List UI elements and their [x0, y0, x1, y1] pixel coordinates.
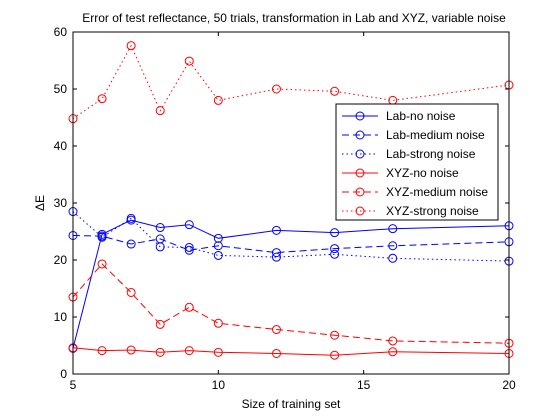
series-line — [72, 211, 510, 262]
data-point — [330, 228, 340, 238]
data-point — [388, 241, 398, 251]
legend-entry: Lab-no noise — [342, 109, 456, 123]
x-tick-label: 10 — [212, 378, 226, 392]
legend-swatch-marker — [355, 187, 365, 197]
data-point — [97, 259, 107, 269]
legend-label: XYZ-medium noise — [386, 185, 488, 199]
legend-swatch-marker — [355, 130, 365, 140]
legend-label: Lab-no noise — [386, 109, 456, 123]
legend-swatch-marker — [355, 206, 365, 216]
data-point — [388, 336, 398, 346]
data-point — [97, 94, 107, 104]
series-line — [72, 44, 510, 120]
y-tick-label: 10 — [54, 310, 68, 324]
series-4 — [68, 343, 514, 360]
data-point — [213, 241, 223, 251]
data-point — [184, 220, 194, 230]
data-point — [97, 232, 107, 242]
legend-label: Lab-strong noise — [386, 147, 476, 161]
data-point — [155, 106, 165, 116]
data-point — [184, 56, 194, 66]
x-tick-label: 20 — [502, 378, 516, 392]
data-point — [330, 330, 340, 340]
data-point — [330, 244, 340, 254]
data-point — [213, 347, 223, 357]
data-point — [213, 233, 223, 243]
legend-entry: Lab-medium noise — [342, 128, 485, 142]
data-point — [330, 86, 340, 96]
x-tick-label: 5 — [70, 378, 77, 392]
data-point — [126, 287, 136, 297]
series-line — [72, 219, 510, 349]
legend-entry: XYZ-no noise — [342, 166, 459, 180]
legend-swatch-marker — [355, 149, 365, 159]
data-point — [184, 242, 194, 252]
data-point — [213, 250, 223, 260]
data-point — [155, 347, 165, 357]
y-tick-label: 60 — [54, 25, 68, 39]
legend-swatch-marker — [355, 168, 365, 178]
data-point — [271, 248, 281, 258]
data-point — [271, 84, 281, 94]
data-point — [388, 253, 398, 263]
ticks-layer: 5 10 15 20 0 10 20 30 40 50 60 — [54, 25, 516, 392]
data-point — [126, 213, 136, 223]
legend-entry: Lab-strong noise — [342, 147, 476, 161]
data-point — [97, 346, 107, 356]
data-point — [155, 223, 165, 233]
data-point — [213, 95, 223, 105]
data-point — [271, 325, 281, 335]
data-point — [126, 41, 136, 51]
data-point — [388, 224, 398, 234]
data-point — [213, 318, 223, 328]
series-line — [72, 347, 510, 356]
legend-entry: XYZ-medium noise — [342, 185, 488, 199]
series-line — [72, 235, 510, 254]
data-point — [271, 225, 281, 235]
data-point — [184, 245, 194, 255]
legend-label: XYZ-strong noise — [386, 204, 479, 218]
data-point — [330, 249, 340, 259]
y-tick-label: 40 — [54, 139, 68, 153]
series-5 — [68, 259, 514, 348]
x-axis-label: Size of training set — [242, 397, 341, 411]
x-tick-label: 15 — [357, 378, 371, 392]
data-point — [184, 302, 194, 312]
series-layer — [68, 41, 514, 360]
y-tick-label: 50 — [54, 82, 68, 96]
data-point — [388, 347, 398, 357]
chart-title: Error of test reflectance, 50 trials, tr… — [82, 11, 506, 25]
y-tick-label: 20 — [54, 253, 68, 267]
legend-label: Lab-medium noise — [386, 128, 485, 142]
y-axis-label: ΔE — [33, 195, 47, 211]
data-point — [155, 319, 165, 329]
data-point — [184, 346, 194, 356]
data-point — [126, 239, 136, 249]
data-point — [330, 350, 340, 360]
legend: Lab-no noise Lab-medium noise Lab-strong n… — [335, 103, 499, 221]
data-point — [271, 252, 281, 262]
data-point — [155, 242, 165, 252]
legend-entry: XYZ-strong noise — [342, 204, 479, 218]
legend-swatch-marker — [355, 111, 365, 121]
legend-label: XYZ-no noise — [386, 166, 459, 180]
y-tick-label: 30 — [54, 196, 68, 210]
y-tick-label: 0 — [60, 367, 67, 381]
legend-box — [335, 103, 499, 221]
data-point — [271, 348, 281, 358]
data-point — [126, 345, 136, 355]
series-line — [72, 263, 510, 344]
